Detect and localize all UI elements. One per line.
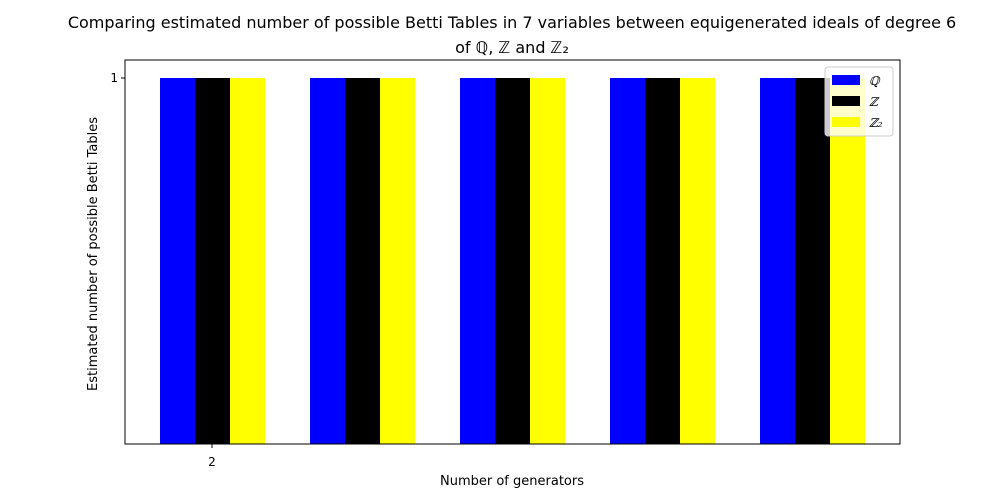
y-tick-label: 1 bbox=[110, 71, 118, 85]
bar-series-2-group-0 bbox=[230, 78, 265, 444]
legend-label-1: ℤ bbox=[869, 95, 880, 109]
y-ticks-group: 1 bbox=[110, 71, 125, 85]
chart-title-line2: of ℚ, ℤ and ℤ₂ bbox=[455, 38, 569, 57]
bar-series-1-group-1 bbox=[345, 78, 380, 444]
bar-series-0-group-3 bbox=[610, 78, 645, 444]
legend-swatch-2 bbox=[832, 117, 860, 127]
bar-series-2-group-1 bbox=[380, 78, 415, 444]
bar-series-1-group-2 bbox=[495, 78, 530, 444]
bar-series-2-group-3 bbox=[680, 78, 715, 444]
bar-series-0-group-2 bbox=[460, 78, 495, 444]
legend-label-0: ℚ bbox=[869, 74, 881, 88]
legend-label-2: ℤ₂ bbox=[869, 116, 883, 130]
x-ticks-group: 2 bbox=[208, 444, 216, 469]
bar-series-0-group-0 bbox=[160, 78, 195, 444]
plot-frame bbox=[124, 59, 901, 445]
legend-swatch-0 bbox=[832, 75, 860, 85]
bar-series-2-group-2 bbox=[530, 78, 565, 444]
bar-series-1-group-3 bbox=[645, 78, 680, 444]
bar-series-0-group-4 bbox=[760, 78, 795, 444]
bar-series-0-group-1 bbox=[310, 78, 345, 444]
x-axis-label: Number of generators bbox=[440, 474, 584, 489]
bar-series-2-group-4 bbox=[830, 78, 865, 444]
legend-swatch-1 bbox=[832, 96, 860, 106]
bars-group bbox=[160, 78, 865, 444]
chart-title-line1: Comparing estimated number of possible B… bbox=[68, 13, 956, 32]
bar-series-1-group-4 bbox=[795, 78, 830, 444]
y-axis-label: Estimated number of possible Betti Table… bbox=[86, 117, 101, 391]
bar-series-1-group-0 bbox=[195, 78, 230, 444]
x-tick-label: 2 bbox=[208, 455, 216, 469]
legend: ℚℤ ℤ₂ bbox=[824, 66, 894, 137]
